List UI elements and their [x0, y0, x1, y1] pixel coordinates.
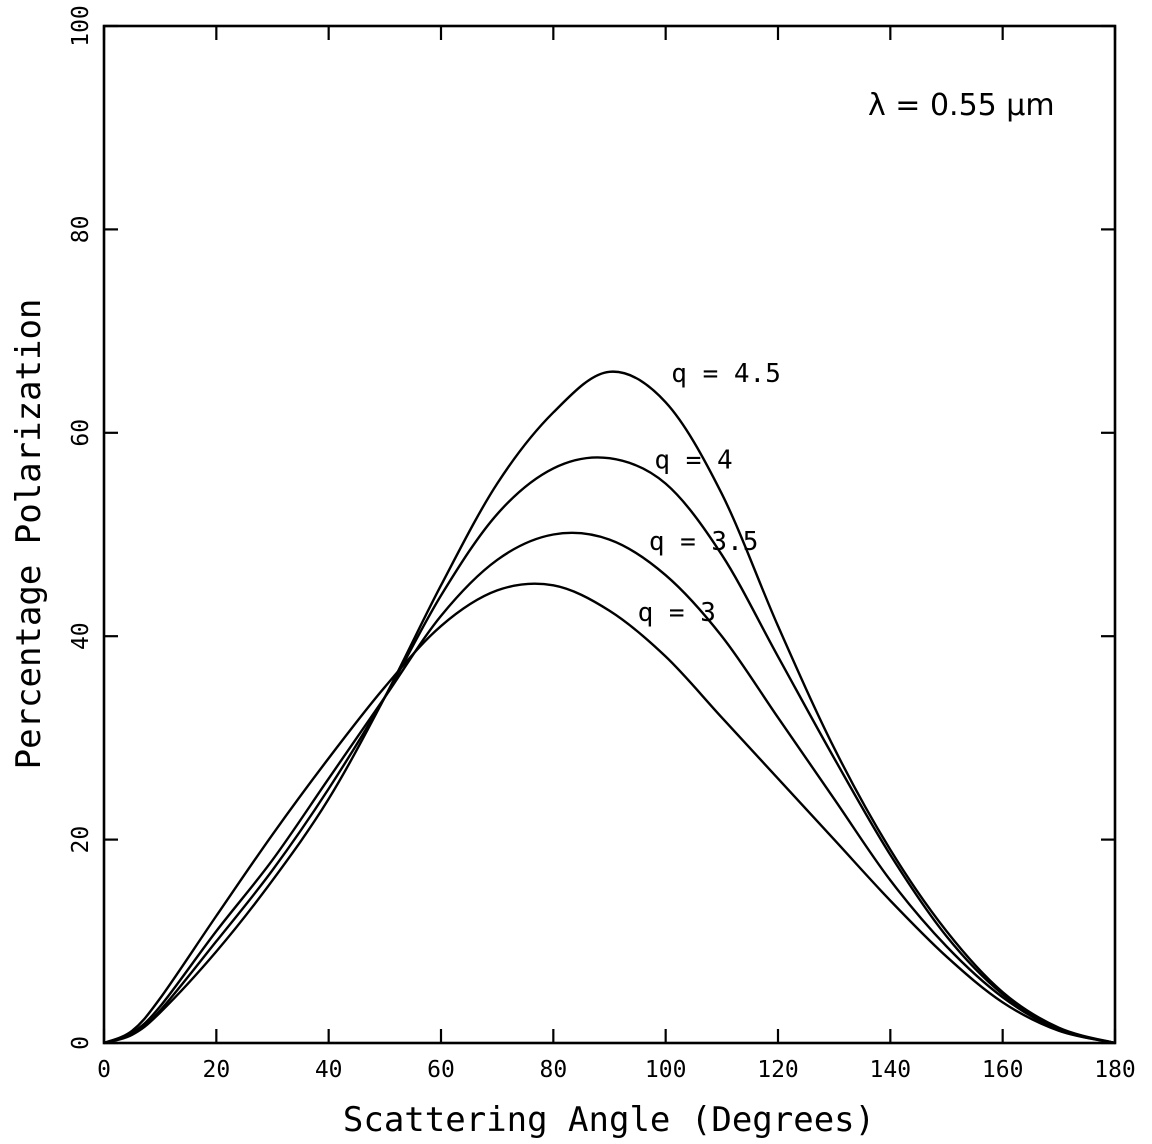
x-tick-label: 140 [870, 1057, 912, 1083]
y-tick-label: 40 [68, 622, 94, 650]
series-line-0 [103, 370, 1116, 1045]
x-tick-label: 160 [982, 1057, 1024, 1083]
y-axis-label: Percentage Polarization [9, 299, 49, 770]
plot-frame [102, 24, 1117, 1045]
x-tick-label: 80 [539, 1057, 567, 1083]
x-tick-label: 120 [757, 1057, 799, 1083]
y-tick-label: 0 [68, 1036, 94, 1050]
x-axis-label: Scattering Angle (Degrees) [343, 1100, 875, 1140]
axis-ticks [102, 24, 1117, 1045]
tick-labels: 0 20 40 60 80 100 120 140 160 180 0 20 40 60 80 100 [68, 5, 1136, 1083]
y-tick-label: 80 [68, 216, 94, 244]
y-tick-label: 60 [68, 419, 94, 447]
series-line-1 [103, 456, 1116, 1045]
x-tick-label: 0 [97, 1057, 111, 1083]
curve-label-0: q = 4.5 [671, 359, 781, 389]
x-tick-label: 40 [315, 1057, 343, 1083]
y-tick-label: 100 [68, 5, 94, 47]
series-line-2 [103, 531, 1116, 1045]
x-tick-label: 20 [202, 1057, 230, 1083]
y-tick-label: 20 [68, 826, 94, 854]
wavelength-annotation: λ = 0.55 μm [868, 88, 1055, 123]
x-tick-label: 60 [427, 1057, 455, 1083]
curve-label-2: q = 3.5 [649, 527, 759, 557]
curve-label-1: q = 4 [654, 445, 732, 475]
x-tick-label: 180 [1094, 1057, 1136, 1083]
curve-labels: q = 4.5 q = 4 q = 3.5 q = 3 [638, 359, 781, 628]
series-curves [103, 370, 1116, 1045]
series-line-3 [103, 582, 1116, 1045]
x-tick-label: 100 [645, 1057, 687, 1083]
curve-label-3: q = 3 [638, 598, 716, 628]
